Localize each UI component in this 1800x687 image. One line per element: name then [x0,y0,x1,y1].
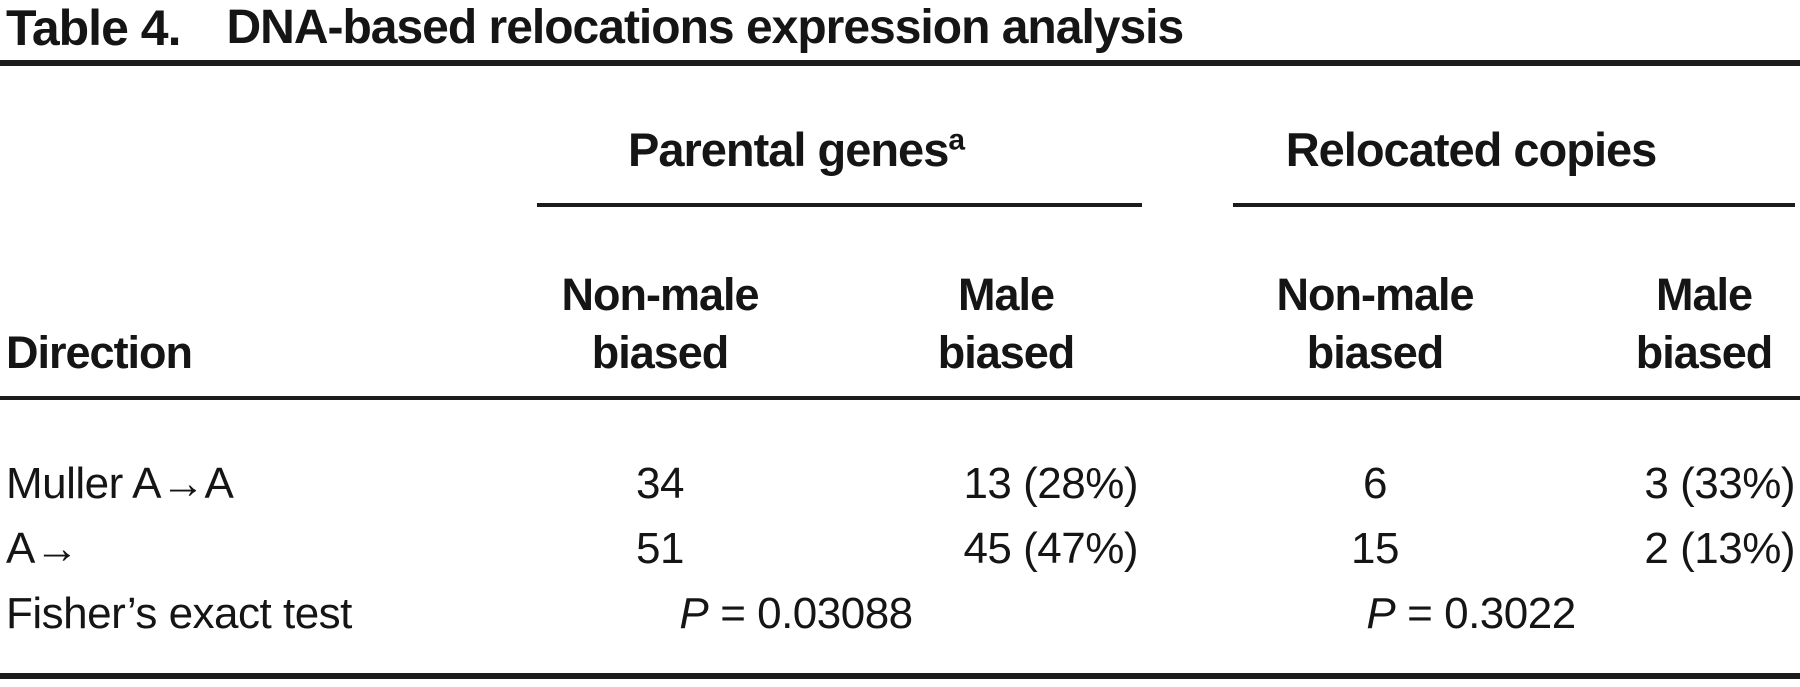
column-group-relocated-copies: Relocated copies [1142,66,1800,203]
fisher-relocated-p-number: = 0.3022 [1407,588,1576,638]
row-a-to-relocated-non-male: 15 [1351,523,1399,573]
table-number-label: Table 4. [6,0,181,56]
fisher-test-label: Fisher’s exact test [6,588,352,638]
column-group-parental-genes: Parental genesa [450,66,1142,203]
parental-male-biased-header: Male biased [937,269,1076,378]
parental-genes-span-rule [537,203,1142,207]
relocated-male-biased-header: Male biased [1635,269,1774,378]
row-muller-a-to-a-relocated-non-male: 6 [1363,458,1387,508]
bottom-rule [0,673,1800,679]
row-a-to-direction: A→ [6,523,79,573]
footnote-marker-a: a [948,123,965,157]
direction-column-header: Direction [6,327,193,378]
fisher-parental-p-value: P = 0.03088 [450,581,1142,646]
row-muller-a-to-a-relocated-male: 3 (33%) [1644,458,1795,508]
row-muller-a-to-a-direction: Muller A→A [6,458,234,508]
p-symbol: P [679,588,709,638]
parental-non-male-biased-header: Non-male biased [561,269,759,378]
table-title-text: DNA-based relocations expression analysi… [226,1,1184,54]
fisher-relocated-p-value: P = 0.3022 [1142,581,1800,646]
row-muller-a-to-a-parental-non-male: 34 [636,458,684,508]
top-rule [0,60,1800,66]
table-title: Table 4. DNA-based relocations expressio… [0,0,1800,60]
parental-genes-label: Parental genes [627,123,949,176]
row-a-to-parental-male: 45 (47%) [963,523,1138,573]
relocated-copies-span-rule [1233,203,1795,207]
header-body-divider-rule [0,396,1800,400]
p-symbol: P [1366,588,1396,638]
row-a-to-relocated-male: 2 (13%) [1644,523,1795,573]
relocated-copies-label: Relocated copies [1285,123,1658,176]
relocated-non-male-biased-header: Non-male biased [1276,269,1474,378]
fisher-parental-p-number: = 0.03088 [720,588,913,638]
row-a-to-parental-non-male: 51 [636,523,684,573]
row-muller-a-to-a-parental-male: 13 (28%) [963,458,1138,508]
